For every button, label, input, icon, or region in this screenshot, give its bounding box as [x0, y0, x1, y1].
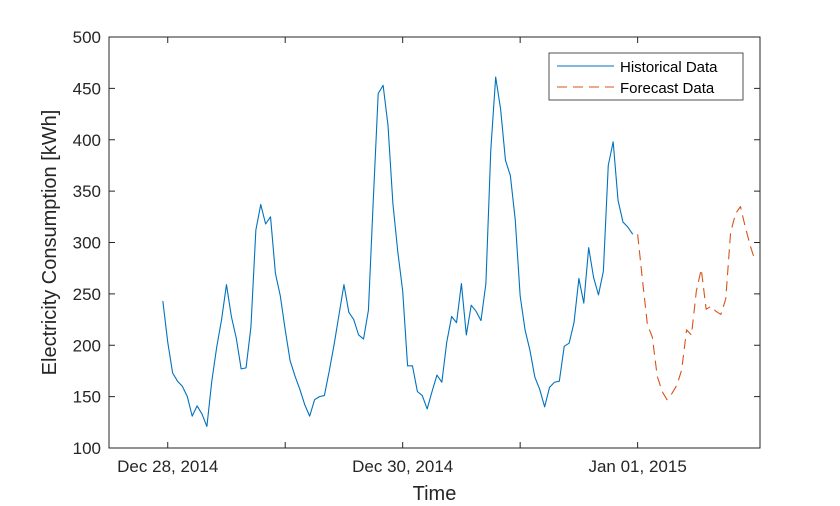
y-tick-label: 300 [73, 234, 101, 253]
legend-label-forecast: Forecast Data [620, 80, 715, 97]
x-tick-label: Dec 30, 2014 [352, 457, 453, 476]
plot-area [109, 37, 760, 448]
legend-box [548, 52, 744, 101]
y-tick-label: 350 [73, 182, 101, 201]
y-tick-label: 400 [73, 131, 101, 150]
x-tick-label: Jan 01, 2015 [588, 457, 686, 476]
y-tick-label: 200 [73, 336, 101, 355]
series-line-historical [162, 76, 634, 427]
y-tick-label: 450 [73, 79, 101, 98]
x-axis-title: Time [413, 483, 457, 505]
legend-label-historical: Historical Data [620, 59, 718, 76]
legend: Historical Data Forecast Data [548, 52, 744, 101]
x-tick-label: Dec 28, 2014 [117, 457, 218, 476]
series-line-forecast [637, 205, 756, 401]
y-axis-title: Electricity Consumption [kWh] [39, 110, 61, 376]
y-tick-label: 100 [73, 439, 101, 458]
series-layer [162, 76, 756, 427]
tick-layer: 100 150 200 250 300 350 400 450 500 Dec 28, 2014 D… [73, 28, 760, 476]
y-tick-label: 500 [73, 28, 101, 47]
y-tick-label: 250 [73, 285, 101, 304]
y-tick-label: 150 [73, 388, 101, 407]
